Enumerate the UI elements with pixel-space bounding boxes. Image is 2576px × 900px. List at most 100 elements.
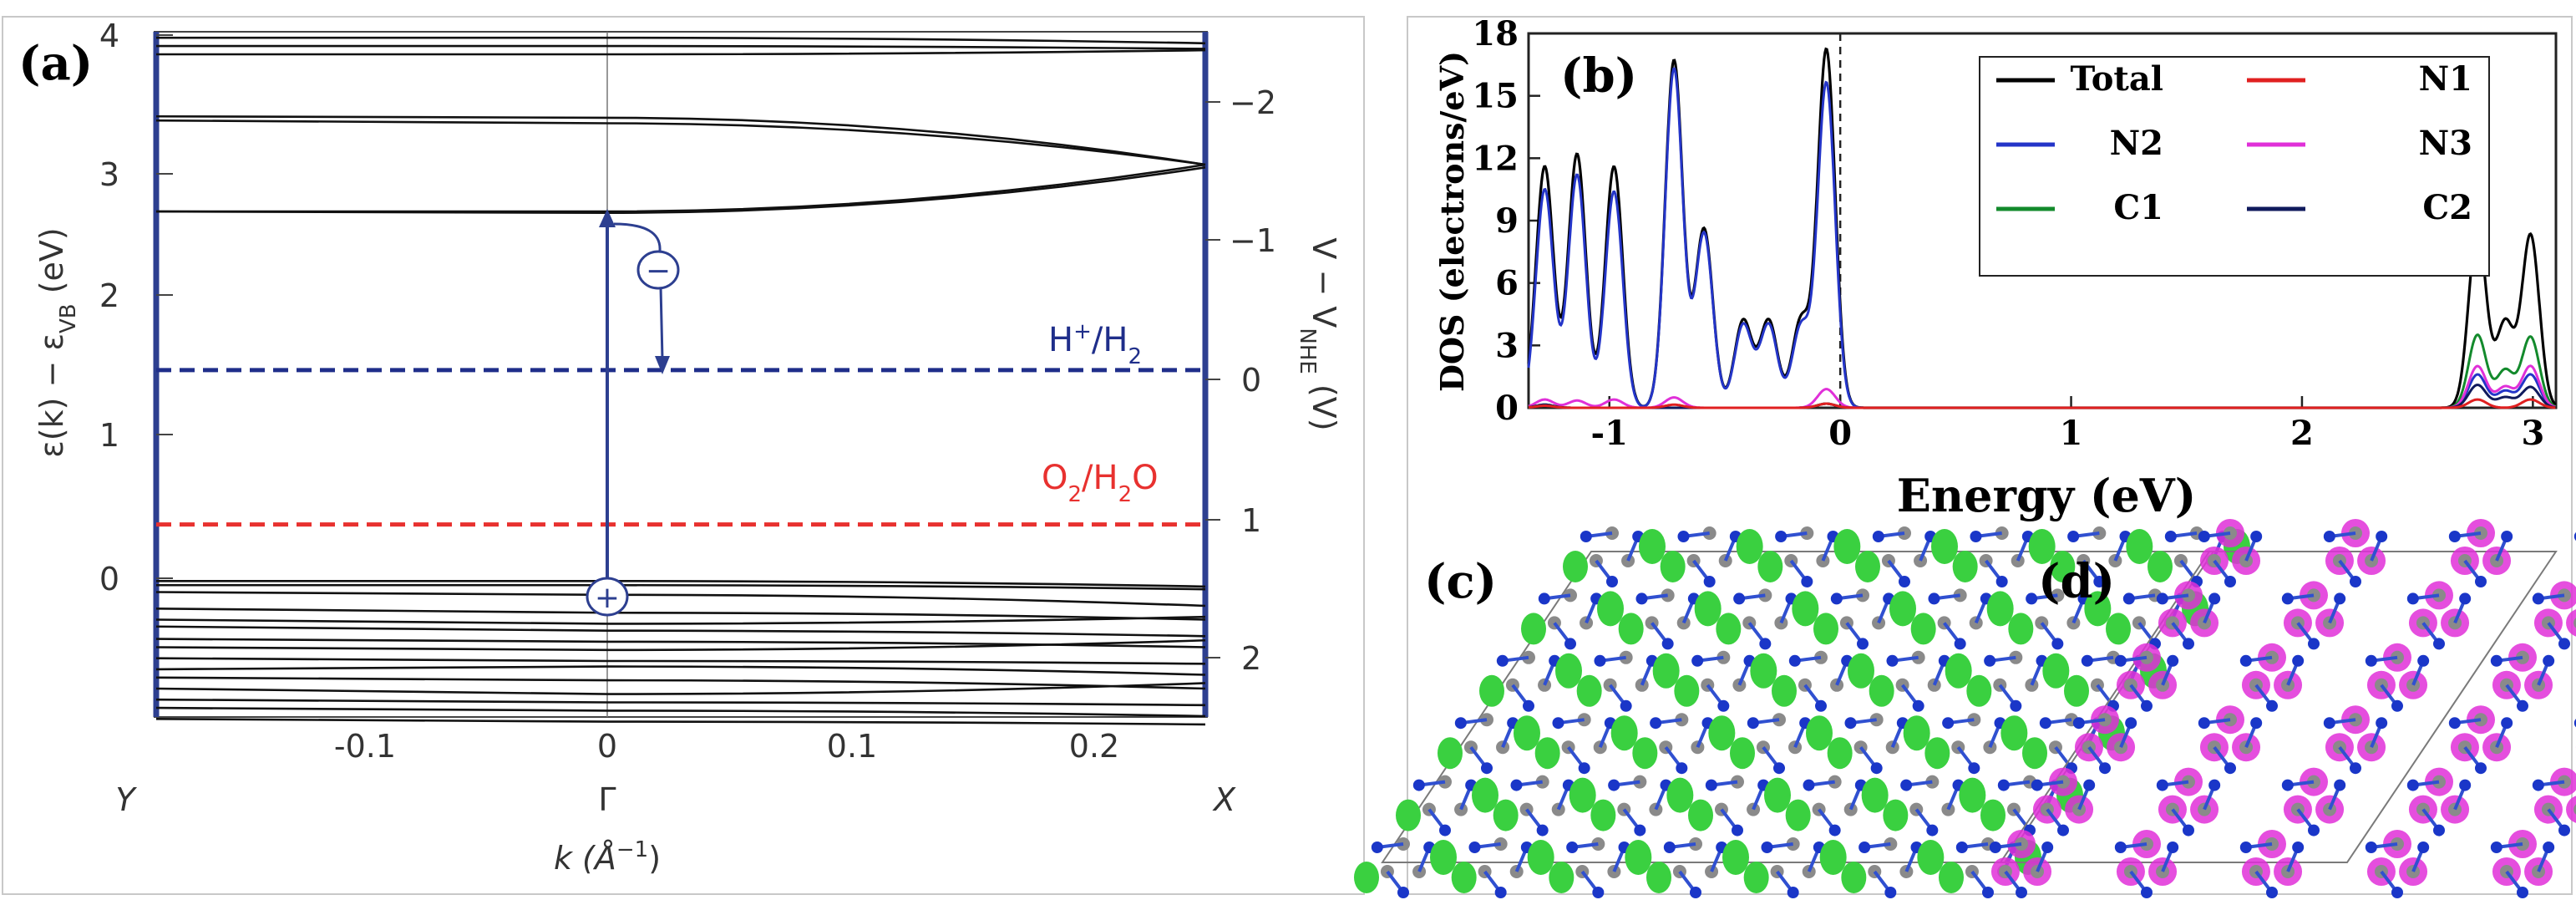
orbital-lobe (1966, 674, 1992, 707)
orbital-lobe (1833, 529, 1861, 564)
nitrogen-atom (2125, 717, 2137, 730)
orbital-lobe (1883, 799, 1909, 831)
nitrogen-atom (1634, 824, 1646, 836)
orbital-lobe (1610, 715, 1638, 751)
band-6 (155, 166, 1206, 215)
nitrogen-atom (1773, 762, 1785, 775)
orbital-lobe (1764, 777, 1791, 813)
nitrogen-atom (2083, 779, 2096, 791)
dos-ytick-label-4: 12 (1472, 139, 1519, 178)
nitrogen-atom (2093, 576, 2106, 587)
nitrogen-atom (2475, 762, 2487, 775)
dos-ytick-label-1: 3 (1495, 326, 1519, 365)
nitrogen-atom (2459, 592, 2472, 605)
panel-c-label: (c) (1424, 554, 1497, 609)
band-0 (156, 36, 1206, 45)
orbital-lobe (1521, 613, 1546, 645)
nitrogen-atom (2250, 717, 2263, 730)
nitrogen-atom (1661, 638, 1674, 650)
dos-ytick-label-2: 6 (1495, 264, 1519, 303)
orbital-lobe (1479, 674, 1504, 707)
nitrogen-atom (1872, 531, 1884, 542)
nitrogen-atom (2334, 779, 2346, 791)
legend-label-c1: C1 (2113, 188, 2163, 227)
legend-label-total: Total (2071, 59, 2163, 99)
nitrogen-atom (1747, 717, 1759, 730)
orbital-lobe (2084, 591, 2112, 627)
band-20 (155, 706, 1206, 718)
legend-label-c2: C2 (2422, 188, 2472, 227)
nitrogen-atom (1523, 699, 1534, 712)
nitrogen-atom (1982, 887, 1994, 898)
nitrogen-atom (2448, 717, 2461, 730)
orbital-lobe (1660, 551, 1686, 582)
legend-box (1979, 56, 2490, 277)
nitrogen-atom (1552, 717, 1564, 730)
band-4 (155, 119, 1206, 166)
orbital-lobe (1841, 862, 1867, 893)
nitrogen-atom (2250, 531, 2263, 542)
nitrogen-atom (1538, 592, 1550, 605)
nitrogen-atom (1788, 654, 1801, 667)
nitrogen-atom (2239, 654, 2252, 667)
k-point-x: X (1212, 781, 1236, 818)
band-18 (155, 682, 1206, 695)
nitrogen-atom (2122, 592, 2135, 605)
left-y-ticks: 0 1 2 3 4 (99, 18, 173, 597)
orbital-lobe (1666, 777, 1694, 813)
dos-ytick-label-0: 0 (1495, 389, 1519, 428)
orbital-lobe (1396, 799, 1421, 831)
nitrogen-atom (1566, 842, 1579, 853)
k-point-y: Y (115, 781, 137, 818)
nitrogen-atom (1397, 887, 1409, 898)
nitrogen-atom (1900, 779, 1913, 791)
orbital-lobe (1931, 529, 1958, 564)
orbital-lobe (2566, 796, 2576, 823)
nitrogen-atom (1690, 887, 1701, 898)
orbital-lobe (1527, 840, 1554, 875)
orbital-lobe (1952, 551, 1978, 582)
nitrogen-atom (1620, 699, 1632, 712)
orbital-lobe (1980, 799, 2006, 831)
dos-xtick-label-2: 1 (2060, 414, 2083, 453)
orbital-lobe (1472, 777, 1498, 813)
nitrogen-atom (1759, 638, 1772, 650)
nitrogen-atom (2281, 592, 2294, 605)
nitrogen-atom (1997, 779, 2010, 791)
nitrogen-atom (2350, 762, 2361, 775)
orbital-lobe (2008, 613, 2034, 645)
nitrogen-atom (2198, 717, 2210, 730)
orbital-lobe (1855, 551, 1880, 582)
band-16 (155, 665, 1206, 676)
band-15 (155, 657, 1206, 665)
orbital-lobe (1910, 613, 1936, 645)
nitrogen-atom (1663, 842, 1676, 853)
nitrogen-atom (2501, 717, 2513, 730)
nitrogen-atom (2490, 654, 2502, 667)
nitrogen-atom (2164, 531, 2177, 542)
nitrogen-atom (1677, 531, 1690, 542)
orbital-lobe (1618, 613, 1644, 645)
dos-ytick-label-6: 18 (1472, 14, 1519, 53)
orbital-lobe (1939, 862, 1964, 893)
nitrogen-atom (2406, 592, 2419, 605)
panel-a-label: (a) (18, 36, 93, 91)
nitrogen-atom (1691, 654, 1704, 667)
legend-label-n1: N1 (2419, 59, 2472, 99)
nitrogen-atom (1606, 576, 1618, 587)
nitrogen-atom (1968, 762, 1980, 775)
nitrogen-atom (2039, 717, 2051, 730)
orbital-lobe (1736, 529, 1763, 564)
orbital-lobe (1438, 737, 1463, 770)
k-point-gamma: Γ (598, 781, 616, 818)
band-11 (155, 615, 1206, 625)
orbital-lobe (1730, 737, 1755, 770)
nitrogen-atom (2183, 824, 2194, 836)
nitrogen-atom (2292, 842, 2305, 853)
nitrogen-atom (2475, 576, 2487, 587)
nitrogen-atom (2208, 592, 2221, 605)
nitrogen-atom (1717, 699, 1730, 712)
orbital-lobe (1597, 591, 1624, 627)
panel-d-cell (1999, 551, 2558, 863)
